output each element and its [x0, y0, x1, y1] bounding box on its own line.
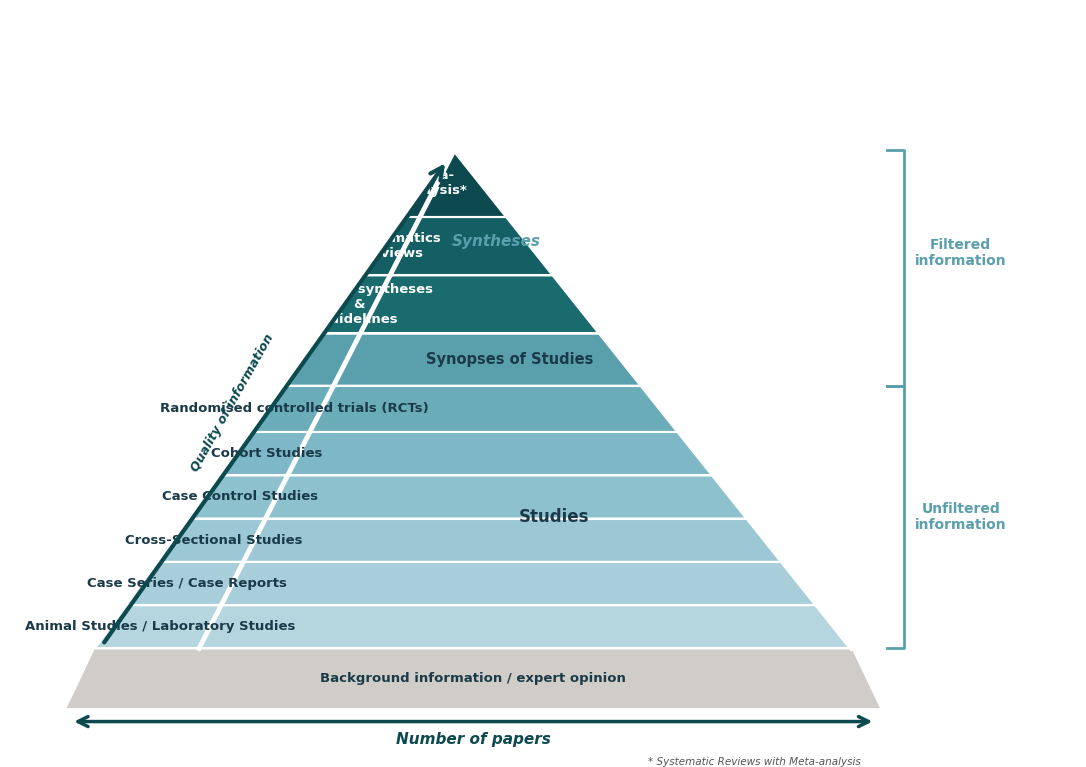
Text: Animal Studies / Laboratory Studies: Animal Studies / Laboratory Studies	[25, 621, 295, 634]
Text: Filtered
information: Filtered information	[914, 238, 1007, 268]
Polygon shape	[189, 476, 748, 518]
Polygon shape	[126, 562, 817, 605]
Text: Cross-Sectional Studies: Cross-Sectional Studies	[125, 534, 303, 547]
Text: Randomised controlled trials (RCTs): Randomised controlled trials (RCTs)	[161, 403, 429, 415]
Text: Number of papers: Number of papers	[395, 732, 551, 747]
Text: Background information / expert opinion: Background information / expert opinion	[320, 672, 627, 685]
Polygon shape	[157, 518, 783, 562]
Text: Case Series / Case Reports: Case Series / Case Reports	[87, 577, 287, 590]
Polygon shape	[364, 217, 554, 275]
Polygon shape	[66, 648, 880, 708]
Text: Syntheses: Syntheses	[452, 234, 541, 249]
Text: Evidence syntheses
&
guidelines: Evidence syntheses & guidelines	[286, 283, 432, 326]
Polygon shape	[406, 150, 508, 217]
Text: Systematics
reviews: Systematics reviews	[350, 232, 441, 260]
Text: Studies: Studies	[519, 508, 589, 526]
Polygon shape	[251, 386, 679, 432]
Polygon shape	[323, 275, 601, 334]
Text: Synopses of Studies: Synopses of Studies	[426, 352, 593, 367]
Text: * Systematic Reviews with Meta-analysis: * Systematic Reviews with Meta-analysis	[648, 757, 861, 767]
Text: Cohort Studies: Cohort Studies	[212, 447, 323, 460]
Polygon shape	[94, 605, 851, 648]
Text: Quality of information: Quality of information	[188, 331, 276, 474]
Text: Unfiltered
information: Unfiltered information	[914, 502, 1007, 532]
Polygon shape	[219, 432, 714, 476]
Text: Meta-
analysis*: Meta- analysis*	[400, 170, 468, 197]
Polygon shape	[285, 334, 642, 386]
Text: Case Control Studies: Case Control Studies	[163, 490, 318, 503]
